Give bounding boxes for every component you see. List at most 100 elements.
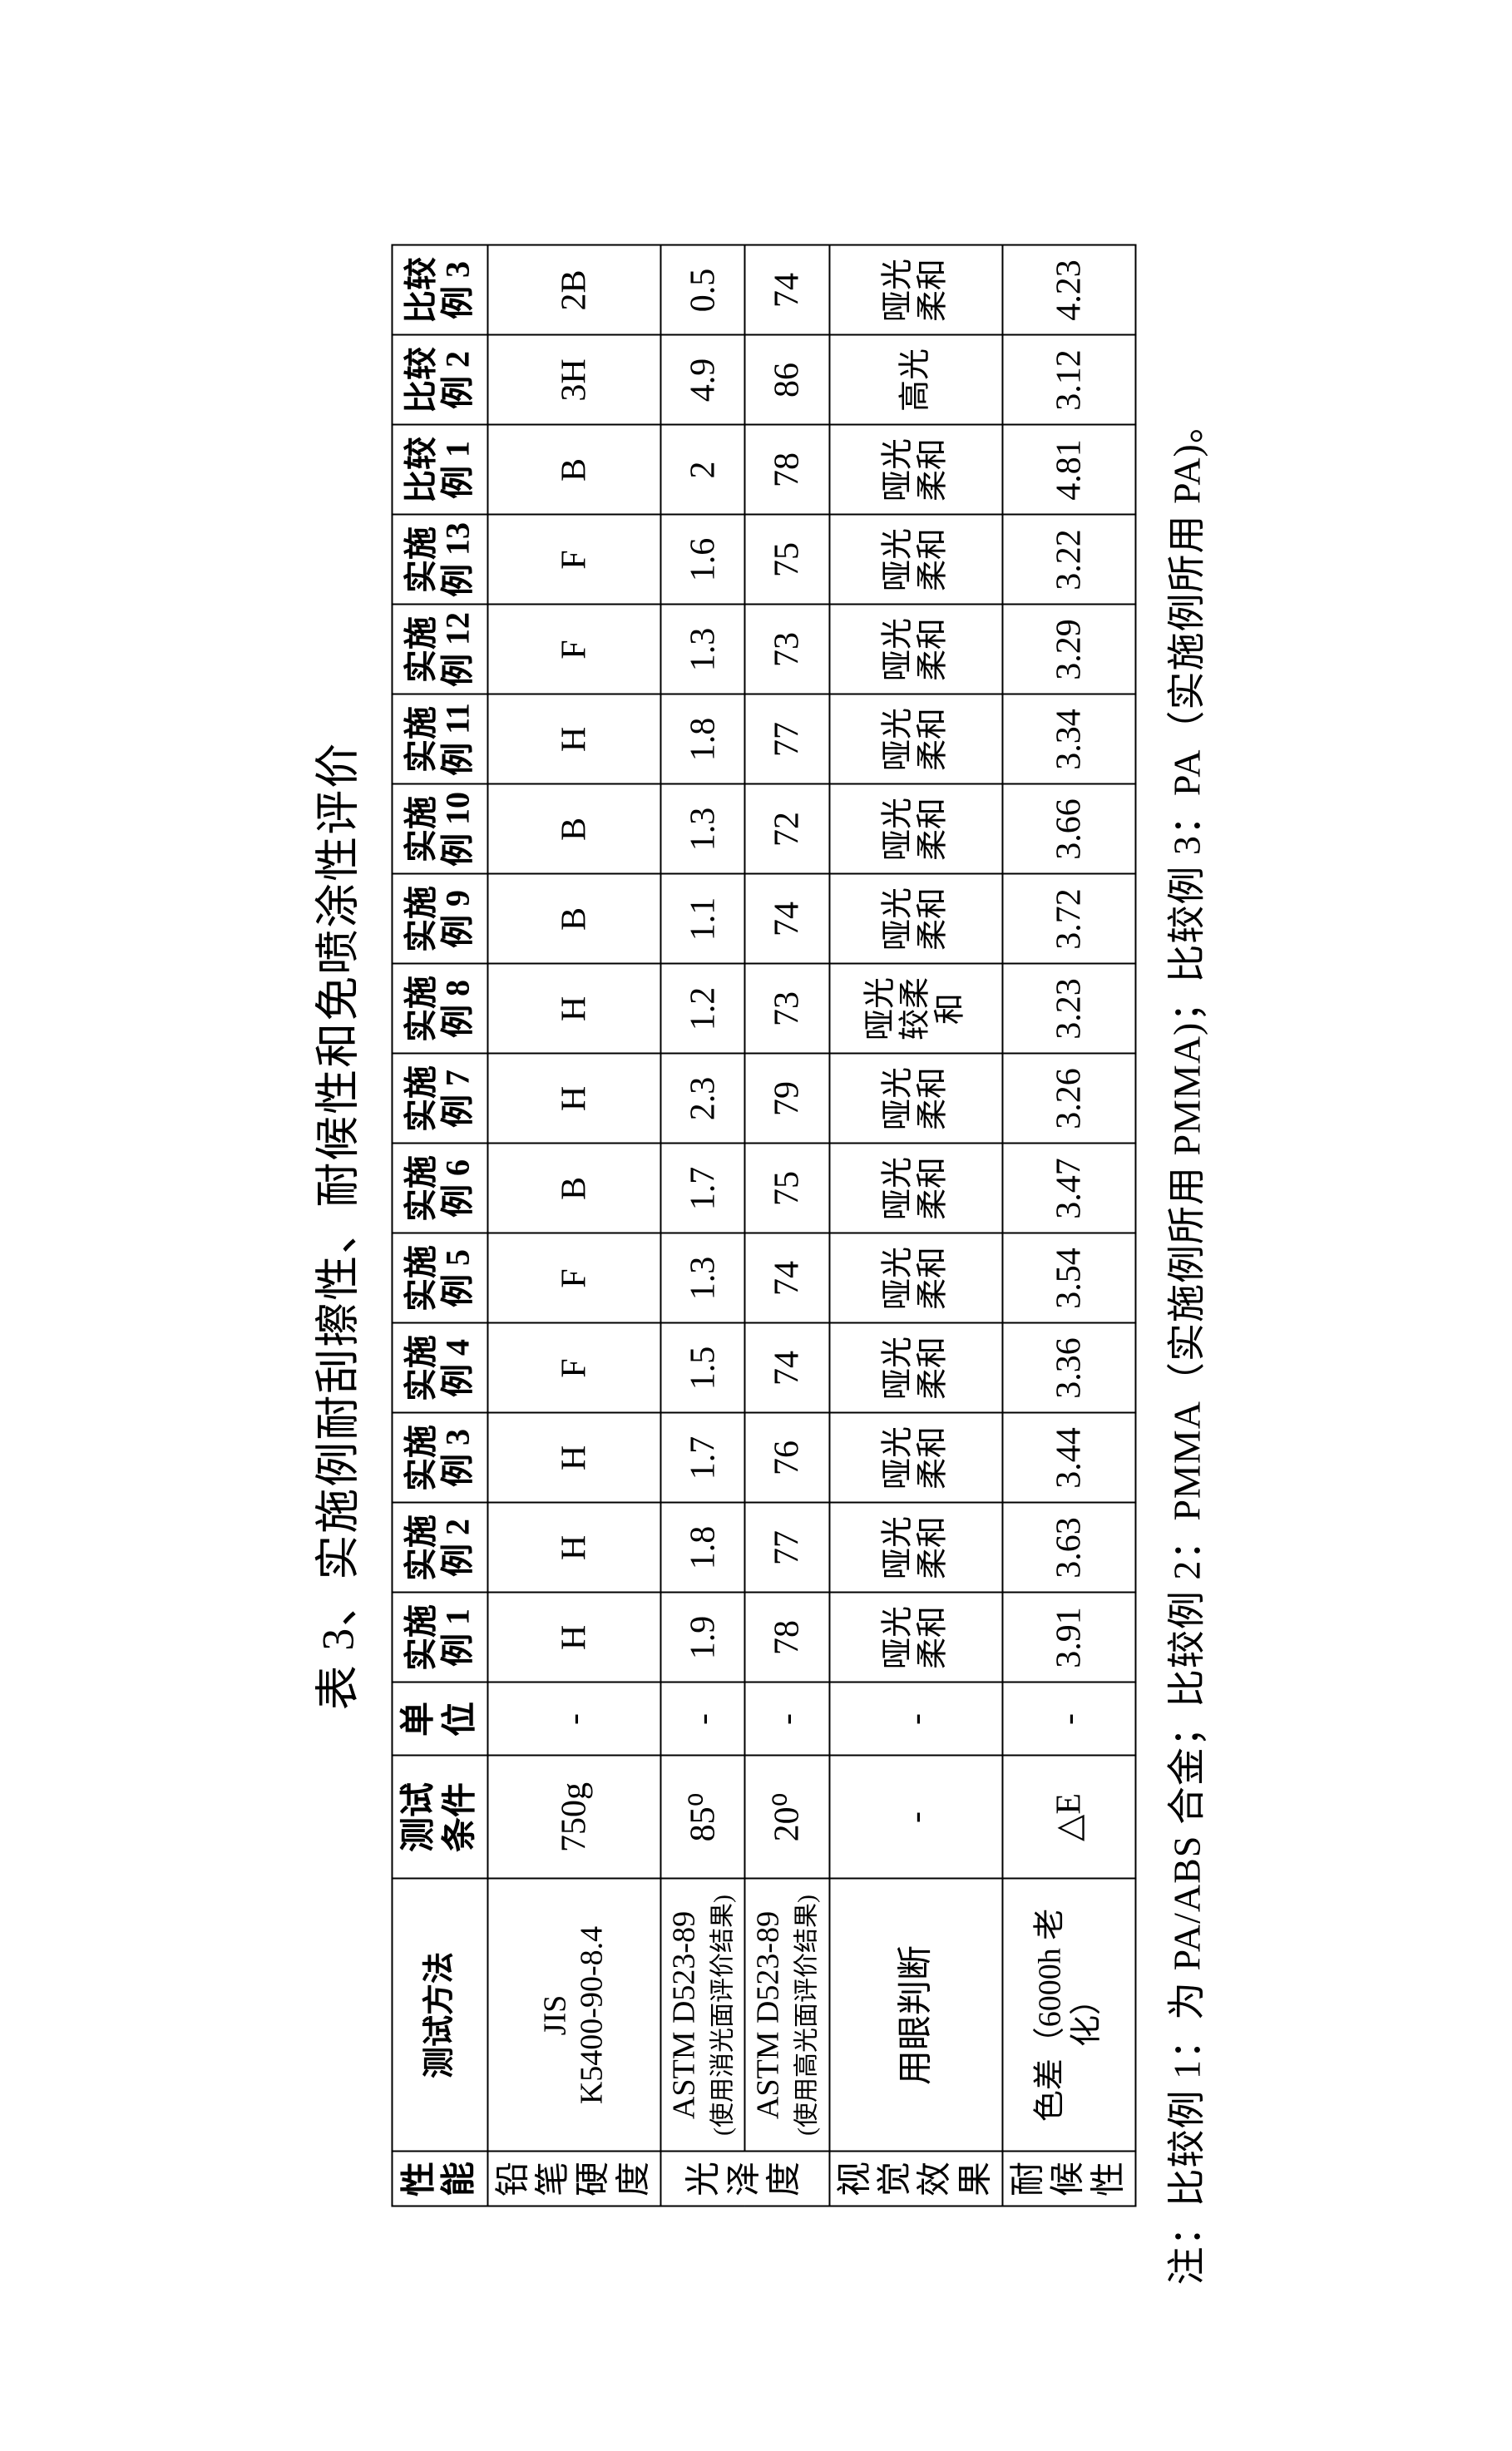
perf-visual: 视觉效果 <box>829 2152 1002 2206</box>
g20-v11: 77 <box>745 694 829 784</box>
g85-c2: 4.9 <box>661 335 745 425</box>
w-v6: 3.47 <box>1003 1144 1136 1233</box>
pencil-c1: B <box>487 425 660 515</box>
vis-v1: 哑光柔和 <box>829 1593 1002 1683</box>
w-v4: 3.36 <box>1003 1323 1136 1413</box>
perf-pencil: 铅笔硬度 <box>487 2152 660 2206</box>
w-v12: 3.29 <box>1003 605 1136 694</box>
cond-visual: - <box>829 1756 1002 1879</box>
w-v1: 3.91 <box>1003 1593 1136 1683</box>
perf-weather: 耐候性 <box>1003 2152 1136 2206</box>
col-ex6: 实施例 6 <box>392 1144 487 1233</box>
pencil-v7: H <box>487 1054 660 1144</box>
g85-v10: 1.3 <box>661 784 745 874</box>
vis-v9: 哑光柔和 <box>829 874 1002 964</box>
w-c3: 4.23 <box>1003 245 1136 335</box>
g85-v8: 1.2 <box>661 964 745 1054</box>
pencil-v13: F <box>487 515 660 605</box>
vis-v13: 哑光柔和 <box>829 515 1002 605</box>
g20-c1: 78 <box>745 425 829 515</box>
g85-v5: 1.3 <box>661 1233 745 1323</box>
col-cmp3: 比较例 3 <box>392 245 487 335</box>
cond-gloss85: 85⁰ <box>661 1756 745 1879</box>
unit-weather: - <box>1003 1683 1136 1756</box>
vis-c3: 哑光柔和 <box>829 245 1002 335</box>
g85-v3: 1.7 <box>661 1413 745 1503</box>
g85-v12: 1.3 <box>661 605 745 694</box>
col-unit: 单位 <box>392 1683 487 1756</box>
col-cmp2: 比较例 2 <box>392 335 487 425</box>
w-v9: 3.72 <box>1003 874 1136 964</box>
col-performance: 性能 <box>392 2152 487 2206</box>
vis-v8: 哑光较柔和 <box>829 964 1002 1054</box>
table-header-row: 性能 测 测试方法 测试条件 单位 实施例 1 实施例 2 实施例 3 实施例 … <box>392 245 487 2206</box>
vis-v11: 哑光柔和 <box>829 694 1002 784</box>
g20-v6: 75 <box>745 1144 829 1233</box>
g85-v4: 1.5 <box>661 1323 745 1413</box>
vis-c2: 高光 <box>829 335 1002 425</box>
g20-v8: 73 <box>745 964 829 1054</box>
g85-v9: 1.1 <box>661 874 745 964</box>
g20-v1: 78 <box>745 1593 829 1683</box>
method-weather: 色差（6000h 老化） <box>1003 1879 1136 2152</box>
vis-v2: 哑光柔和 <box>829 1503 1002 1593</box>
row-visual: 视觉效果 用眼判断 - - 哑光柔和 哑光柔和 哑光柔和 哑光柔和 哑光柔和 哑… <box>829 245 1002 2206</box>
vis-v5: 哑光柔和 <box>829 1233 1002 1323</box>
pencil-v9: B <box>487 874 660 964</box>
g85-c3: 0.5 <box>661 245 745 335</box>
w-v3: 3.44 <box>1003 1413 1136 1503</box>
vis-v10: 哑光柔和 <box>829 784 1002 874</box>
w-v11: 3.34 <box>1003 694 1136 784</box>
g20-v10: 72 <box>745 784 829 874</box>
pencil-v12: F <box>487 605 660 694</box>
col-ex9: 实施例 9 <box>392 874 487 964</box>
g20-v7: 79 <box>745 1054 829 1144</box>
cond-weather: △E <box>1003 1756 1136 1879</box>
pencil-v8: H <box>487 964 660 1054</box>
w-c1: 4.81 <box>1003 425 1136 515</box>
g85-v1: 1.9 <box>661 1593 745 1683</box>
unit-gloss85: - <box>661 1683 745 1756</box>
col-ex12: 实施例 12 <box>392 605 487 694</box>
pencil-v10: B <box>487 784 660 874</box>
w-v10: 3.66 <box>1003 784 1136 874</box>
vis-v4: 哑光柔和 <box>829 1323 1002 1413</box>
pencil-v5: F <box>487 1233 660 1323</box>
g85-c1: 2 <box>661 425 745 515</box>
g85-v2: 1.8 <box>661 1503 745 1593</box>
method-gloss20: ASTM D523-89 (使用高光面评价结果) <box>745 1879 829 2152</box>
w-v2: 3.63 <box>1003 1503 1136 1593</box>
row-weather: 耐候性 色差（6000h 老化） △E - 3.91 3.63 3.44 3.3… <box>1003 245 1136 2206</box>
pencil-c2: 3H <box>487 335 660 425</box>
g85-v7: 2.3 <box>661 1054 745 1144</box>
vis-v3: 哑光柔和 <box>829 1413 1002 1503</box>
col-ex13: 实施例 13 <box>392 515 487 605</box>
method-gloss85: ASTM D523-89 (使用消光面评价结果) <box>661 1879 745 2152</box>
g20-v4: 74 <box>745 1323 829 1413</box>
w-v8: 3.23 <box>1003 964 1136 1054</box>
w-v7: 3.26 <box>1003 1054 1136 1144</box>
row-pencil: 铅笔硬度 JISK5400-90-8.4 750g - H H H F F B … <box>487 245 660 2206</box>
vis-v6: 哑光柔和 <box>829 1144 1002 1233</box>
pencil-v6: B <box>487 1144 660 1233</box>
g20-v2: 77 <box>745 1503 829 1593</box>
w-v13: 3.22 <box>1003 515 1136 605</box>
g20-v13: 75 <box>745 515 829 605</box>
g85-v13: 1.6 <box>661 515 745 605</box>
pencil-c3: 2B <box>487 245 660 335</box>
col-condition: 测试条件 <box>392 1756 487 1879</box>
col-method: 测 测试方法 <box>392 1879 487 2152</box>
pencil-v2: H <box>487 1503 660 1593</box>
g20-v9: 74 <box>745 874 829 964</box>
vis-v12: 哑光柔和 <box>829 605 1002 694</box>
pencil-v1: H <box>487 1593 660 1683</box>
w-v5: 3.54 <box>1003 1233 1136 1323</box>
unit-visual: - <box>829 1683 1002 1756</box>
g20-c3: 74 <box>745 245 829 335</box>
col-ex5: 实施例 5 <box>392 1233 487 1323</box>
col-ex11: 实施例 11 <box>392 694 487 784</box>
method-pencil: JISK5400-90-8.4 <box>487 1879 660 2152</box>
col-ex3: 实施例 3 <box>392 1413 487 1503</box>
cond-gloss20: 20⁰ <box>745 1756 829 1879</box>
pencil-v11: H <box>487 694 660 784</box>
